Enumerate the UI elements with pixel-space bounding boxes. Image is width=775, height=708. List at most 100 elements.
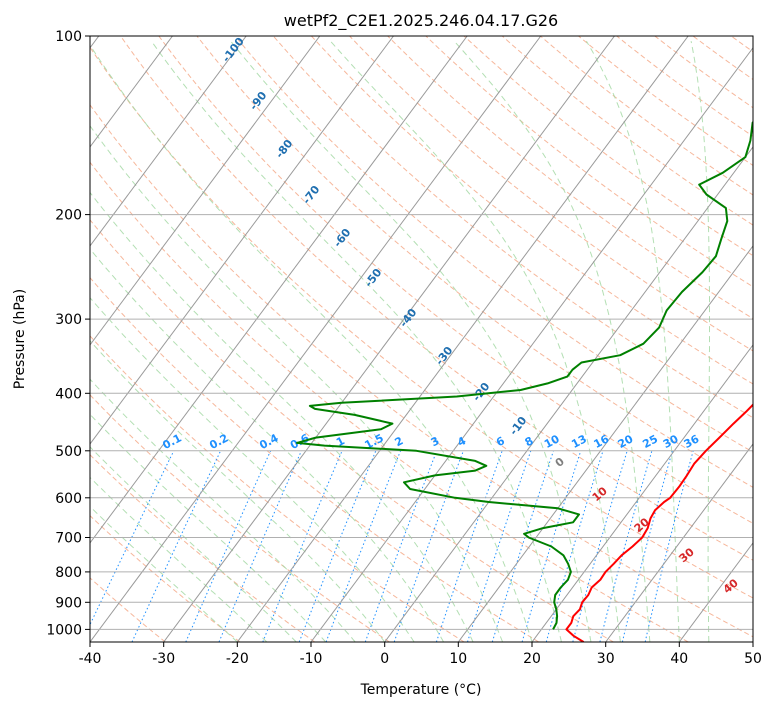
dry-adiabat-line bbox=[90, 161, 689, 642]
mixing-ratio-label: 10 bbox=[542, 432, 562, 451]
dry-adiabat-line bbox=[578, 36, 753, 167]
mixing-ratio-line bbox=[572, 450, 628, 642]
profile-lines bbox=[296, 120, 753, 642]
dry-adiabat-line bbox=[769, 36, 775, 642]
x-tick-label: 10 bbox=[449, 651, 467, 667]
x-axis: -40 -30 -20 -10 0 10 20 30 40 50 bbox=[79, 642, 762, 667]
moist-adiabat-line bbox=[585, 40, 680, 642]
dry-adiabat-label: -40 bbox=[397, 306, 420, 330]
mixing-ratio-line bbox=[185, 450, 272, 642]
mixing-ratio-line bbox=[218, 450, 302, 642]
y-tick-label: 300 bbox=[55, 312, 82, 328]
mixing-ratio-label: 30 bbox=[661, 432, 681, 451]
moist-adiabat-line bbox=[150, 40, 562, 642]
dry-adiabat-label: -50 bbox=[362, 266, 385, 290]
dry-adiabat-line bbox=[90, 276, 540, 642]
y-tick-label: 400 bbox=[55, 386, 82, 402]
moist-adiabat-line bbox=[690, 41, 710, 642]
y-tick-label: 600 bbox=[55, 491, 82, 507]
dry-adiabat-label: -80 bbox=[273, 137, 296, 161]
mixing-ratio-line bbox=[599, 450, 653, 642]
moist-adiabat-line bbox=[330, 40, 621, 642]
moist-adiabat-line bbox=[90, 413, 327, 642]
dry-adiabat-line bbox=[90, 515, 241, 642]
dry-adiabat-line bbox=[196, 36, 753, 488]
isotherm-line bbox=[531, 344, 753, 642]
x-tick-label: -30 bbox=[152, 651, 175, 667]
x-tick-label: -10 bbox=[300, 651, 323, 667]
x-tick-label: -20 bbox=[226, 651, 249, 667]
dry-adiabat-line bbox=[234, 36, 753, 453]
isotherm-line bbox=[90, 36, 321, 346]
x-tick-label: 30 bbox=[597, 651, 615, 667]
mixing-ratio-line bbox=[90, 450, 175, 626]
dry-adiabat-label: -20 bbox=[470, 380, 493, 404]
x-tick-label: 40 bbox=[670, 651, 688, 667]
dry-adiabat-line bbox=[90, 335, 465, 642]
dry-adiabat-line bbox=[90, 104, 753, 638]
dry-adiabat-line bbox=[272, 36, 753, 419]
isotherm-line bbox=[90, 36, 468, 544]
isotherm-line bbox=[457, 245, 753, 642]
mixing-ratio-label: 0.4 bbox=[257, 431, 281, 452]
y-tick-label: 800 bbox=[55, 565, 82, 581]
mixing-ratio-label: 13 bbox=[569, 432, 589, 451]
isotherm-line bbox=[605, 443, 753, 642]
y-tick-label: 200 bbox=[55, 208, 82, 224]
mixing-ratio-label: 20 bbox=[616, 432, 636, 451]
moist-adiabat-line bbox=[90, 297, 415, 642]
mixing-ratio-label: 6 bbox=[494, 434, 507, 449]
grid-lines bbox=[90, 36, 753, 642]
dry-adiabat-line bbox=[501, 36, 753, 226]
isotherm-line bbox=[310, 46, 753, 642]
moist-adiabat-label: 0 bbox=[553, 455, 567, 470]
y-tick-label: 100 bbox=[55, 29, 82, 45]
dry-adiabat-line bbox=[90, 46, 753, 599]
isotherm-line bbox=[90, 36, 394, 445]
y-tick-label: 1000 bbox=[46, 622, 82, 638]
dry-adiabat-line bbox=[387, 36, 753, 320]
isotherm-line bbox=[163, 36, 615, 642]
mixing-ratio-line bbox=[393, 450, 464, 642]
y-tick-label: 500 bbox=[55, 444, 82, 460]
isotherm-line bbox=[90, 36, 173, 148]
mixing-ratio-line bbox=[131, 450, 222, 642]
y-axis-title: Pressure (hPa) bbox=[12, 289, 28, 389]
x-tick-label: 20 bbox=[523, 651, 541, 667]
x-axis-title: Temperature (°C) bbox=[360, 682, 482, 698]
x-tick-label: -40 bbox=[79, 651, 102, 667]
dry-adiabat-line bbox=[158, 36, 753, 524]
mixing-ratio-label: 25 bbox=[640, 432, 660, 451]
mixing-ratio-label: 4 bbox=[455, 434, 468, 449]
isotherm-line bbox=[384, 146, 753, 642]
moist-adiabat-label: 30 bbox=[677, 545, 697, 565]
mixing-ratio-line bbox=[621, 450, 673, 642]
dry-adiabat-label: -10 bbox=[507, 414, 530, 438]
isotherm-line bbox=[752, 641, 753, 642]
dry-adiabat-label: -90 bbox=[247, 89, 270, 113]
dry-adiabat-line bbox=[90, 219, 614, 642]
mixing-ratio-line bbox=[644, 450, 694, 642]
dry-adiabat-label: -60 bbox=[331, 226, 354, 250]
mixing-ratio-label: 0.1 bbox=[160, 431, 183, 452]
isotherm-line bbox=[236, 36, 689, 642]
dry-adiabat-label: -100 bbox=[220, 35, 247, 65]
y-tick-label: 900 bbox=[55, 595, 82, 611]
moist-adiabat-line bbox=[90, 340, 386, 642]
dry-adiabat-label: -70 bbox=[300, 183, 323, 207]
mixing-ratio-line bbox=[262, 450, 343, 642]
dry-adiabat-line bbox=[425, 36, 753, 288]
x-tick-label: 0 bbox=[380, 651, 389, 667]
dry-adiabat-label: -30 bbox=[433, 344, 456, 368]
mixing-ratio-label: 16 bbox=[592, 432, 612, 451]
dry-adiabat-line bbox=[463, 36, 753, 257]
moist-adiabat-label: 10 bbox=[590, 484, 610, 504]
isotherm-line bbox=[90, 36, 247, 247]
chart-title: wetPf2_C2E1.2025.246.04.17.G26 bbox=[284, 11, 558, 31]
mixing-ratio-line bbox=[521, 450, 582, 642]
moist-adiabat-line bbox=[90, 191, 474, 642]
moist-adiabat-line bbox=[90, 446, 297, 642]
mixing-ratio-label: 0.2 bbox=[207, 431, 230, 452]
moist-adiabat-line bbox=[90, 124, 503, 642]
